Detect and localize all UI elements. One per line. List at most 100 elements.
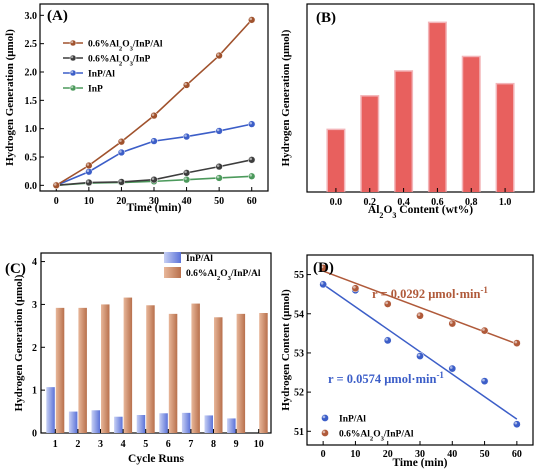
panel-c-bar-inp-al (227, 418, 236, 433)
panel-a-point (117, 148, 126, 157)
panel-c-bar-inp-al (159, 413, 168, 433)
panel-d-ylabel: Hydrogen Content (μmol) (280, 289, 292, 411)
panel-c-ylabel: Hydrogen Generation (μmol) (13, 274, 25, 411)
panel-a-point (150, 137, 158, 145)
panel-d-xtick-label: 20 (383, 449, 393, 460)
panel-d-legend-marker-highlight (322, 415, 326, 419)
panel-a-point (182, 132, 191, 141)
panel-a-ytick-label: 1.0 (25, 124, 38, 135)
panel-a-point-highlight (216, 128, 220, 132)
panel-c-bar-al2o3 (191, 303, 200, 433)
panel-c-xtick-label: 7 (188, 439, 193, 450)
panel-d-legend-marker (321, 429, 329, 437)
panel-b-bar (361, 96, 378, 192)
panel-c-xtick-label: 9 (234, 439, 239, 450)
panel-a-point (215, 127, 223, 135)
panel-a-point (248, 156, 256, 164)
panel-a-legend-marker-highlight (70, 55, 74, 59)
panel-a-xtick-label: 30 (149, 196, 159, 207)
panel-d-point (448, 319, 457, 328)
panel-d-point (416, 352, 424, 360)
panel-a-point-highlight (86, 163, 90, 166)
panel-c-bar-al2o3 (168, 313, 178, 433)
panel-c-xtick-label: 2 (75, 439, 80, 450)
panel-c-ytick-label: 2 (32, 343, 37, 354)
panel-a-legend-marker-highlight (70, 85, 74, 89)
panel-a-xlabel: Time (min) (126, 202, 181, 214)
panel-a-point-highlight (216, 53, 220, 56)
panel-c-legend-label: 0.6%Al2O3/InP/Al (186, 269, 261, 282)
panel-d-point (513, 339, 521, 347)
panel-d-ytick-label: 51 (294, 427, 304, 438)
panel-d-xlabel: Time (min) (392, 457, 447, 469)
panel-a-point (248, 120, 256, 128)
panel-d-legend-label: InP/Al (339, 415, 366, 425)
panel-d-point (480, 326, 489, 335)
panel-a-xtick-label: 50 (214, 196, 224, 207)
panel-d-xtick-label: 10 (350, 449, 360, 460)
panel-d-tag: (D) (313, 260, 334, 276)
panel-c-bar-al2o3 (214, 317, 223, 433)
panel-b-frame (306, 3, 535, 193)
panel-a-ytick-label: 0.5 (25, 153, 38, 164)
panel-d-point (480, 377, 489, 385)
panel-a-point-highlight (151, 138, 155, 142)
panel-d-point-highlight (449, 366, 453, 369)
panel-c-xtick-label: 10 (254, 439, 264, 450)
panel-d-ytick-label: 55 (294, 270, 304, 281)
panel-a-point-highlight (86, 169, 90, 173)
panel-a-point-highlight (119, 179, 122, 183)
panel-d-legend-label: 0.6%Al2O3/InP/Al (339, 430, 414, 443)
panel-a-point-highlight (53, 183, 57, 186)
panel-b-bar (497, 84, 514, 192)
panel-a-point (52, 181, 60, 189)
panel-a-xtick-label: 20 (116, 196, 126, 207)
panel-a-point-highlight (249, 173, 252, 177)
panel-c-bar-inp-al (181, 412, 191, 433)
panel-b-bar (327, 130, 344, 192)
panel-a-legend-marker-highlight (70, 70, 74, 74)
panel-a-point (215, 51, 223, 60)
panel-a-ytick-label: 2.0 (25, 68, 38, 79)
panel-c-bar-inp-al (136, 415, 146, 433)
panel-c-frame (40, 252, 272, 434)
panel-c-legend-label: InP/Al (186, 254, 213, 264)
panel-d-point-highlight (514, 421, 518, 425)
panel-c-bar-inp-al (68, 411, 78, 433)
panel-d-point-highlight (320, 281, 324, 285)
panel-d-fit-line (322, 283, 518, 420)
panel-c-bar-al2o3 (123, 297, 133, 433)
panel-c-bar-al2o3 (78, 307, 87, 433)
panel-a-point (215, 162, 223, 171)
panel-c-bar-inp-al (91, 410, 100, 433)
panel-a-legend-label: InP (88, 85, 103, 95)
panel-d-xtick-label: 0 (321, 449, 326, 460)
panel-d-point-highlight (417, 353, 421, 357)
panel-c-bar-al2o3 (259, 313, 268, 433)
panel-b-ylabel: Hydrogen Generation (μmol) (280, 29, 292, 166)
panel-a-point-highlight (216, 164, 220, 167)
panel-c-ytick-label: 4 (32, 257, 37, 268)
panel-d-rate-annotation: r = 0.0574 μmol·min-1 (328, 370, 444, 386)
panel-a-legend-marker (69, 39, 77, 47)
panel-b-bar (395, 71, 412, 192)
panel-c-bar-inp-al (114, 416, 123, 433)
panel-d-point-highlight (482, 378, 485, 382)
panel-a-legend-marker (69, 84, 77, 92)
panel-a-point-highlight (86, 180, 90, 183)
panel-a-legend-label: 0.6%Al2O3/InP (88, 55, 151, 68)
panel-c-ytick-label: 3 (32, 300, 37, 311)
panel-c-xtick-label: 6 (166, 439, 171, 450)
panel-a-point-highlight (249, 121, 252, 125)
panel-a-point (85, 168, 93, 176)
panel-a-xtick-label: 60 (247, 196, 257, 207)
panel-a-point (215, 174, 223, 182)
panel-b-xtick-label: 0.6 (431, 197, 444, 208)
panel-b-xlabel: Al2O3 Content (wt%) (368, 204, 473, 220)
panel-d-legend-marker-highlight (322, 430, 326, 434)
panel-d-ytick-label: 52 (294, 388, 304, 399)
panel-a-legend-marker (69, 54, 77, 62)
panel-d-point (513, 420, 521, 429)
panel-a-tag: (A) (47, 8, 68, 24)
